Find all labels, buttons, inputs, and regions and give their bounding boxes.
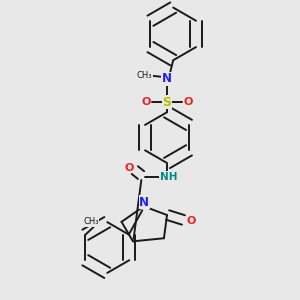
Text: NH: NH [160,172,177,182]
Text: CH₃: CH₃ [137,70,152,80]
Text: O: O [141,97,151,107]
Text: N: N [139,196,149,208]
Text: O: O [124,163,134,172]
Text: O: O [183,97,193,107]
Text: S: S [163,95,172,109]
Text: O: O [187,216,196,226]
Text: N: N [162,72,172,85]
Text: CH₃: CH₃ [83,217,99,226]
